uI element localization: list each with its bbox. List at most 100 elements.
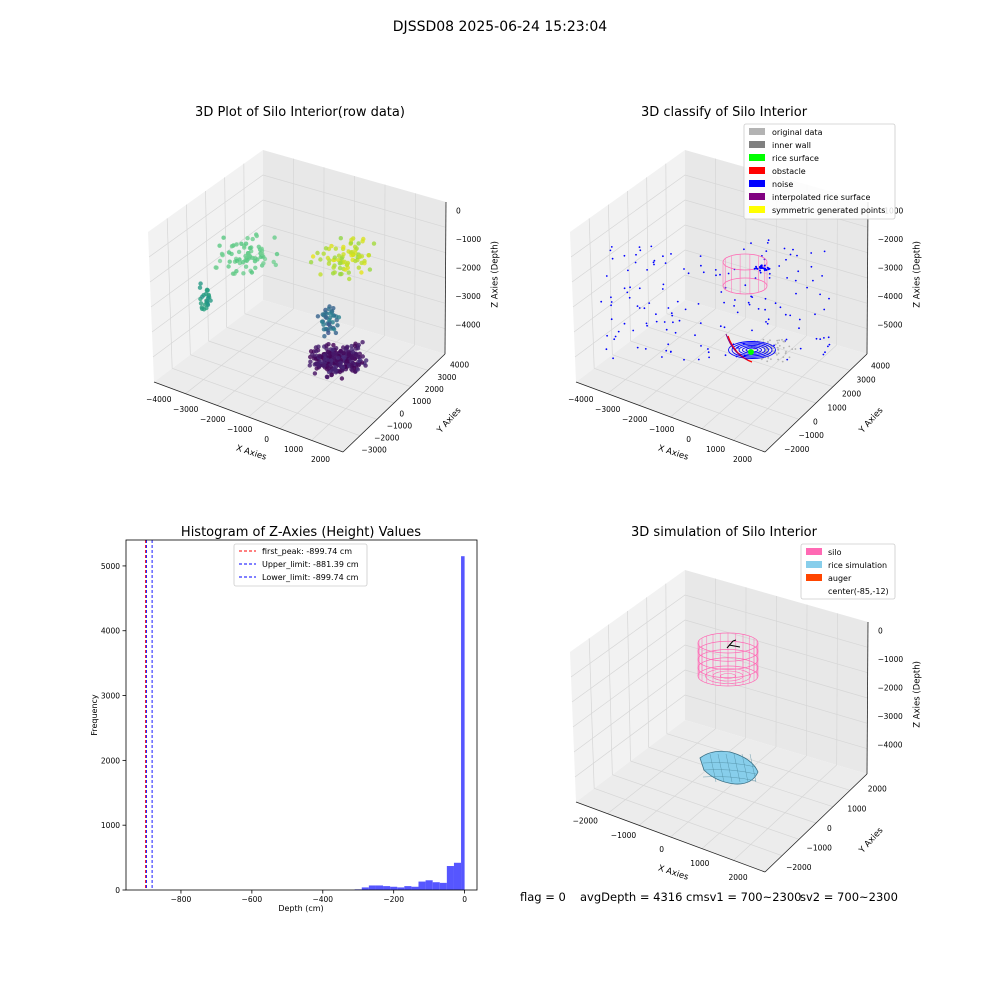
raw-data-point: [353, 258, 358, 264]
cls-noise-point: [763, 264, 766, 267]
sim-ylabel: Y Axies: [857, 825, 886, 856]
raw-data-point: [337, 265, 343, 271]
raw-z-tick-label: −3000: [455, 292, 481, 301]
cls-original-point: [769, 339, 771, 342]
raw-data-point: [332, 255, 337, 260]
sim-rice-mesh: [749, 753, 757, 783]
sim-rice-mesh: [702, 776, 757, 782]
cls-y-tick-label: 3000: [857, 376, 876, 385]
raw-data-point: [321, 251, 326, 256]
cls-noise-point: [778, 265, 781, 267]
cls-noise-point: [759, 269, 761, 272]
raw-data-point: [226, 250, 232, 255]
cls-original-point: [770, 345, 773, 348]
cls-noise-point: [687, 272, 690, 275]
cls-noise-point: [639, 249, 642, 252]
cls-noise-point: [610, 318, 613, 321]
raw-data-point: [318, 272, 323, 277]
raw-data-point: [345, 260, 351, 266]
raw-y-tick-label: −2000: [374, 434, 400, 443]
cls-noise-point: [638, 246, 641, 249]
cls-x-tick-label: −2000: [622, 415, 648, 424]
raw-data-point: [334, 318, 339, 323]
raw-data-point: [236, 249, 242, 255]
cls-noise-point: [757, 308, 760, 310]
cls-noise-point: [747, 301, 750, 304]
raw-data-point: [341, 244, 346, 250]
raw-data-point: [324, 343, 329, 348]
cls-noise-point: [636, 346, 639, 349]
cls-noise-point: [646, 269, 648, 271]
cls-noise-point: [697, 303, 700, 305]
cls-noise-point: [627, 269, 629, 272]
raw-data-point: [315, 362, 321, 367]
cls-noise-point: [678, 319, 681, 322]
cls-y-tick-label: 4000: [871, 362, 890, 371]
sim-pane-left: [570, 570, 685, 802]
raw-data-point: [358, 357, 363, 363]
cls-noise-point: [700, 345, 702, 347]
cls-noise-point: [626, 291, 629, 294]
raw-data-point: [346, 270, 351, 275]
raw-data-point: [360, 354, 365, 359]
histogram-y-tick-label: 1000: [101, 821, 120, 830]
sim-x-tick-label: 0: [659, 845, 664, 854]
cls-noise-point: [667, 307, 670, 309]
histogram-panel: Histogram of Z-Axies (Height) Values Dep…: [90, 525, 478, 913]
cls-noise-point: [623, 254, 626, 257]
cls-noise-point: [665, 328, 668, 331]
raw-data-point: [254, 233, 259, 239]
cls-noise-point: [792, 248, 794, 251]
cls-x-axis-line: [575, 381, 766, 453]
cls-noise-point: [670, 350, 672, 353]
raw-data-point: [202, 302, 208, 307]
histogram-bar: [368, 885, 376, 890]
raw-data-point: [331, 306, 336, 311]
cls-noise-point: [638, 287, 641, 290]
cls-noise-point: [676, 300, 679, 303]
cls-noise-point: [699, 255, 702, 257]
cls-noise-point: [628, 296, 631, 299]
cls-noise-point: [763, 267, 766, 270]
histogram-x-tick-label: −600: [242, 895, 263, 904]
raw-data-point: [204, 288, 210, 293]
cls-noise-point: [617, 330, 620, 333]
cls-noise-point: [768, 277, 771, 279]
cls-noise-point: [714, 269, 717, 271]
sim-legend-label: silo: [828, 548, 842, 557]
histogram-bar: [411, 886, 419, 890]
histogram-bar: [461, 556, 465, 890]
sim-rice-mesh: [702, 762, 757, 768]
cls-noise-point: [727, 272, 730, 275]
raw-data-3d-panel: 3D Plot of Silo Interior(row data) −4000…: [146, 105, 500, 464]
histogram-y-tick-label: 5000: [101, 562, 120, 571]
cls-z-tick-label: −2000: [878, 235, 904, 244]
cls-noise-point: [767, 239, 770, 242]
sim-rice-mesh: [741, 753, 749, 783]
raw-data-point: [324, 315, 329, 320]
raw-data-point: [330, 320, 335, 325]
sim-grid-line: [836, 613, 838, 766]
cls-noise-point: [707, 348, 709, 350]
cls-noise-point: [806, 286, 808, 289]
cls-y-tick-label: −2000: [784, 445, 810, 454]
cls-noise-point: [623, 287, 626, 290]
cls-noise-point: [766, 242, 769, 244]
cls-noise-point: [765, 250, 768, 253]
cls-noise-point: [653, 259, 656, 262]
cls-xlabel: X Axies: [657, 443, 690, 462]
cls-noise-point: [819, 338, 822, 340]
cls-noise-point: [750, 242, 752, 245]
raw-data-point: [356, 342, 361, 348]
raw-data-point: [338, 260, 344, 265]
raw-data-point: [352, 343, 358, 348]
raw-data-point: [349, 362, 354, 368]
raw-data-point: [242, 245, 247, 250]
raw-data-point: [308, 359, 313, 364]
cls-noise-point: [610, 304, 612, 307]
cls-noise-point: [663, 321, 666, 323]
raw-data-point: [346, 249, 351, 254]
cls-x-tick-label: −3000: [595, 405, 621, 414]
sim-pane-floor: [576, 720, 867, 872]
cls-original-point: [788, 345, 791, 348]
